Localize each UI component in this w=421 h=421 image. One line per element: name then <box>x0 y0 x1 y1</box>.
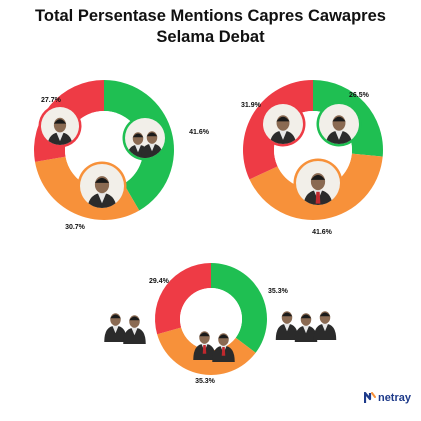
donut-3-candidate-photo-1 <box>275 311 337 342</box>
donut-3-label-1: 35.3% <box>268 288 289 295</box>
chart-title: Total Persentase Mentions Capres Cawapre… <box>0 6 421 48</box>
donut-3-label-2: 35.3% <box>195 378 216 385</box>
donut-2-label-3: 31.9% <box>241 102 262 109</box>
donut-3-hole <box>180 288 242 350</box>
donut-3-slice-3 <box>154 263 211 335</box>
donut-3-candidate-photo-2 <box>193 331 235 362</box>
donut-1-label-1: 41.6% <box>189 129 210 136</box>
donut-2-label-1: 26.5% <box>349 92 370 99</box>
donut-3-label-3: 29.4% <box>149 278 170 285</box>
donut-2-candidate-photo-3 <box>260 101 306 147</box>
donut-3-slice-1 <box>211 263 268 353</box>
netray-logo: netray <box>363 391 411 405</box>
title-line-1: Total Persentase Mentions Capres Cawapre… <box>35 7 386 25</box>
donut-3-candidate-photo-3 <box>104 313 146 344</box>
donut-2-label-2: 41.6% <box>312 229 333 236</box>
netray-logo-mark <box>363 392 376 403</box>
donut-2-slice-2 <box>249 153 383 220</box>
title-line-2: Selama Debat <box>156 28 265 46</box>
donut-2-candidate-photo-2 <box>293 158 343 208</box>
donut-1-label-2: 30.7% <box>65 224 86 231</box>
netray-logo-text: netray <box>377 392 411 404</box>
donut-1-label-3: 27.7% <box>41 97 62 104</box>
donut-1-candidate-photo-2 <box>77 161 127 211</box>
donut-1-candidate-photo-3 <box>38 104 82 148</box>
donut-1-slice-1 <box>104 80 174 211</box>
donut-2-candidate-photo-1 <box>316 101 362 147</box>
